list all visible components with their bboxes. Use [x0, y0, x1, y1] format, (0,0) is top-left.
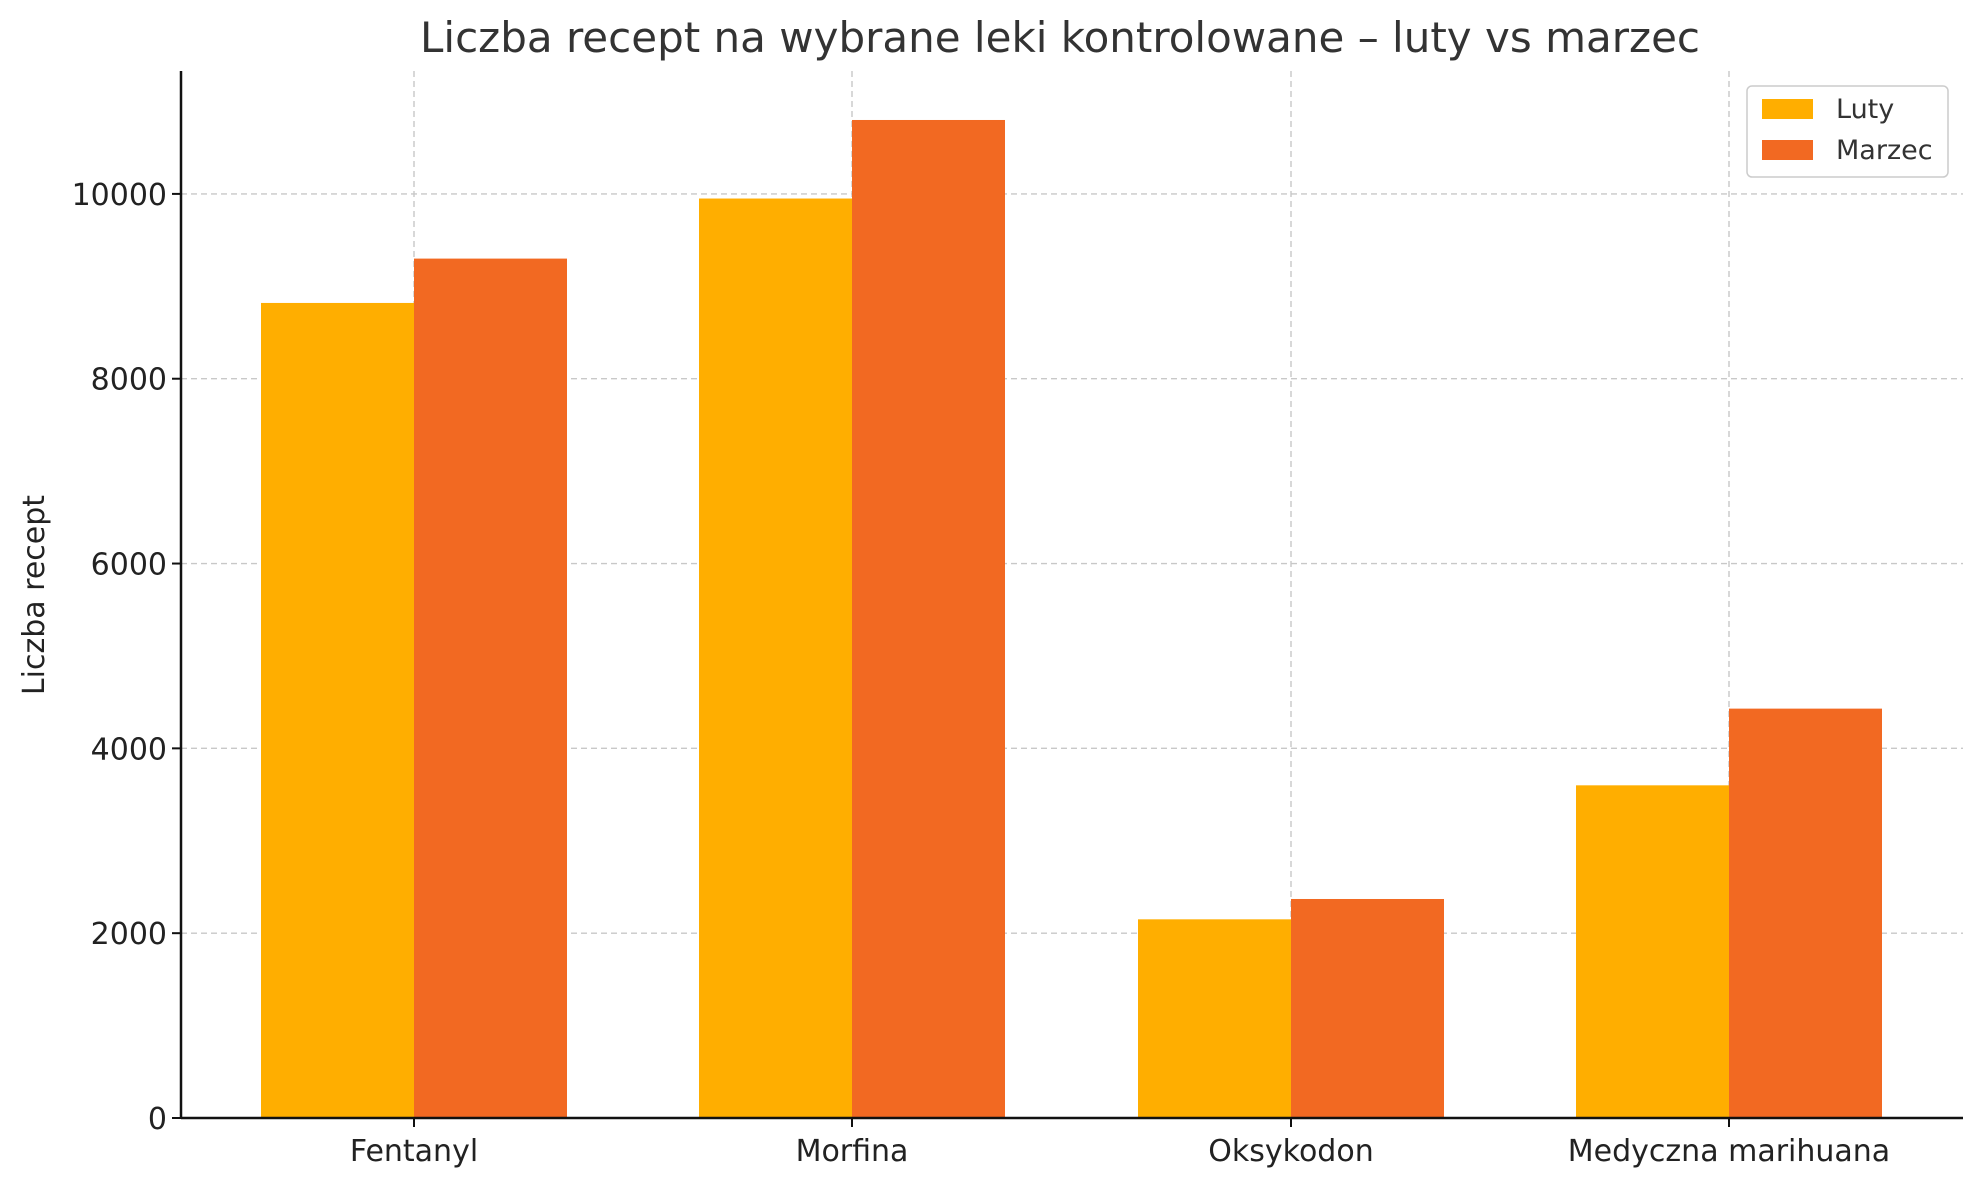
- legend-label-luty: Luty: [1836, 94, 1894, 125]
- bar-luty-0: [261, 302, 414, 1118]
- y-axis-label: Liczba recept: [17, 495, 52, 695]
- x-tick-label: Medyczna marihuana: [1568, 1134, 1890, 1169]
- bar-luty-3: [1576, 785, 1729, 1118]
- bar-marzec-1: [852, 119, 1005, 1118]
- bar-marzec-2: [1291, 898, 1444, 1118]
- y-tick-label: 10000: [72, 178, 167, 213]
- bar-luty-2: [1138, 919, 1291, 1118]
- x-tick-label: Oksykodon: [1208, 1134, 1373, 1169]
- legend-swatch-luty: [1762, 99, 1813, 119]
- legend-swatch-marzec: [1762, 140, 1813, 160]
- y-tick-label: 0: [148, 1102, 167, 1137]
- x-tick-label: Morfina: [796, 1134, 909, 1169]
- y-tick-label: 4000: [91, 732, 167, 767]
- legend-label-marzec: Marzec: [1836, 135, 1933, 166]
- y-tick-label: 2000: [91, 917, 167, 952]
- y-tick-label: 8000: [91, 363, 167, 398]
- x-tick-label: Fentanyl: [350, 1134, 478, 1169]
- bar-marzec-0: [414, 258, 567, 1119]
- bar-marzec-3: [1729, 708, 1882, 1118]
- bars: [261, 119, 1882, 1119]
- axes: [172, 71, 1963, 1127]
- tick-labels: 0 2000 4000 6000 8000 10000 Fentanyl Morfina Oks…: [72, 178, 1891, 1169]
- legend: Luty Marzec: [1746, 85, 1949, 178]
- chart-title: Liczba recept na wybrane leki kontrolowa…: [420, 13, 1700, 62]
- y-tick-label: 6000: [91, 548, 167, 583]
- bar-luty-1: [699, 198, 852, 1119]
